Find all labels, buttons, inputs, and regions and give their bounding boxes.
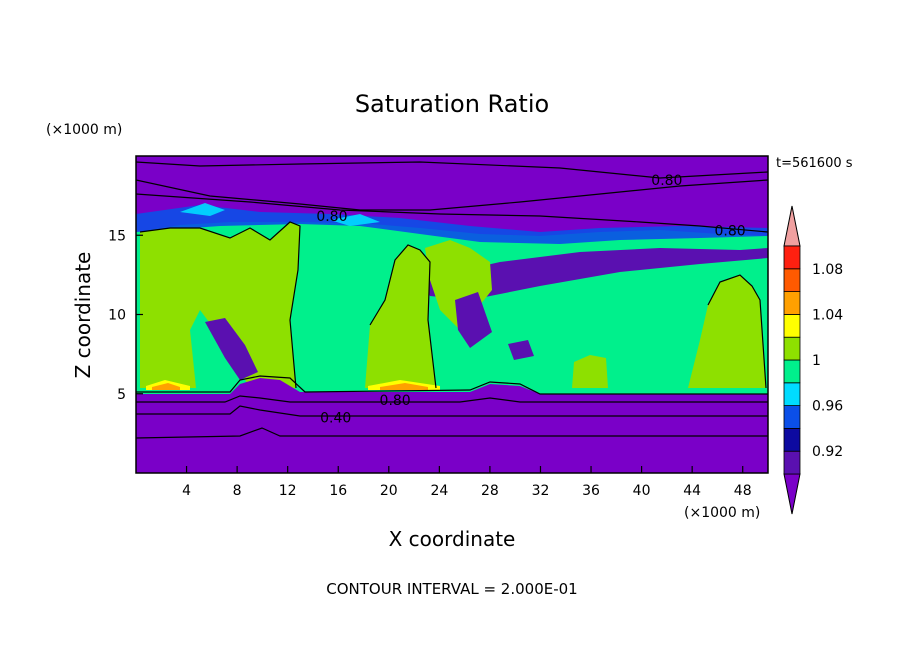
colorbar-segment xyxy=(783,450,801,475)
field-dark-blob-2 xyxy=(455,292,492,348)
colorbar-segment xyxy=(783,291,801,315)
field-cyan-cloud xyxy=(180,203,380,226)
contour-interval-footer: CONTOUR INTERVAL = 2.000E-01 xyxy=(326,580,577,598)
colorbar-tick-label: 0.92 xyxy=(812,444,843,460)
x-tick-label: 44 xyxy=(683,483,701,499)
contour-label: 0.40 xyxy=(320,411,351,427)
x-tick-label: 16 xyxy=(329,483,347,499)
x-axis-label: X coordinate xyxy=(389,527,516,551)
y-unit-label: (×1000 m) xyxy=(46,122,122,138)
contour-lines xyxy=(136,161,768,439)
x-tick-label: 32 xyxy=(532,483,550,499)
y-tick-label: 10 xyxy=(108,308,126,324)
field-green-region-2 xyxy=(365,245,436,388)
contour-line-cloud-base xyxy=(136,375,768,395)
x-tick-label: 36 xyxy=(582,483,600,499)
colorbar-segment xyxy=(783,382,801,406)
contour-line-upper-3 xyxy=(136,193,768,233)
field-green-region-5 xyxy=(688,275,766,388)
contour-label: 0.80 xyxy=(316,209,347,225)
x-tick-label: 8 xyxy=(233,483,242,499)
y-tick-label: 15 xyxy=(108,228,126,244)
colorbar-tick-label: 1 xyxy=(812,353,821,369)
field-green-region-4 xyxy=(572,355,608,388)
colorbar-over-arrow xyxy=(783,205,801,247)
x-tick-label: 48 xyxy=(734,483,752,499)
field-warm-core-4 xyxy=(380,383,428,390)
x-tick-label: 28 xyxy=(481,483,499,499)
field-dark-blob-1 xyxy=(205,318,258,380)
contour-line-lower-3 xyxy=(136,427,768,439)
field-green-region-1 xyxy=(140,222,300,388)
y-tick-label: 5 xyxy=(117,387,126,403)
chart-title: Saturation Ratio xyxy=(355,90,549,118)
contour-labels: 0.80 0.80 0.80 0.80 0.40 xyxy=(316,173,745,427)
contour-label: 0.80 xyxy=(651,173,682,189)
colorbar-tick-label: 1.08 xyxy=(812,262,843,278)
x-tick-label: 4 xyxy=(182,483,191,499)
colorbar-segment xyxy=(783,405,801,429)
colorbar-segment xyxy=(783,245,801,270)
colorbar: 0.92 0.96 1 1.04 1.08 xyxy=(783,205,843,515)
colorbar-segment xyxy=(783,313,801,338)
x-unit-label: (×1000 m) xyxy=(684,505,760,521)
x-axis-ticks: 4 8 12 16 20 24 28 32 36 40 44 48 xyxy=(182,466,752,499)
contour-line-green-left xyxy=(139,221,301,389)
field-blue-streak-upper xyxy=(136,205,768,244)
colorbar-tick-label: 0.96 xyxy=(812,399,843,415)
contour-line-upper-2 xyxy=(136,179,768,211)
time-label: t=561600 s xyxy=(776,156,853,171)
x-tick-label: 20 xyxy=(380,483,398,499)
colorbar-segment xyxy=(783,268,801,292)
contour-line-upper-1 xyxy=(136,161,768,179)
contour-label: 0.80 xyxy=(714,223,745,239)
contour-line-lower-2 xyxy=(136,405,768,417)
colorbar-segment xyxy=(783,427,801,452)
contour-label: 0.80 xyxy=(380,393,411,409)
x-tick-label: 40 xyxy=(633,483,651,499)
y-axis-ticks: 5 10 15 xyxy=(108,228,143,403)
field-purple-streak xyxy=(420,248,768,300)
contour-line-green-right xyxy=(707,274,767,389)
x-tick-label: 12 xyxy=(279,483,297,499)
contour-line-lower-1 xyxy=(136,395,768,403)
colorbar-under-arrow xyxy=(783,473,801,515)
colorbar-segment xyxy=(783,336,801,361)
colorbar-tick-label: 1.04 xyxy=(812,307,843,323)
field-warm-core-2 xyxy=(152,383,180,390)
x-tick-label: 24 xyxy=(430,483,448,499)
field-dark-blob-3 xyxy=(508,340,534,360)
y-axis-label: Z coordinate xyxy=(71,252,95,379)
colorbar-segment xyxy=(783,359,801,384)
plot-area: 0.80 0.80 0.80 0.80 0.40 xyxy=(136,156,768,473)
contour-line-green-mid xyxy=(369,244,437,389)
